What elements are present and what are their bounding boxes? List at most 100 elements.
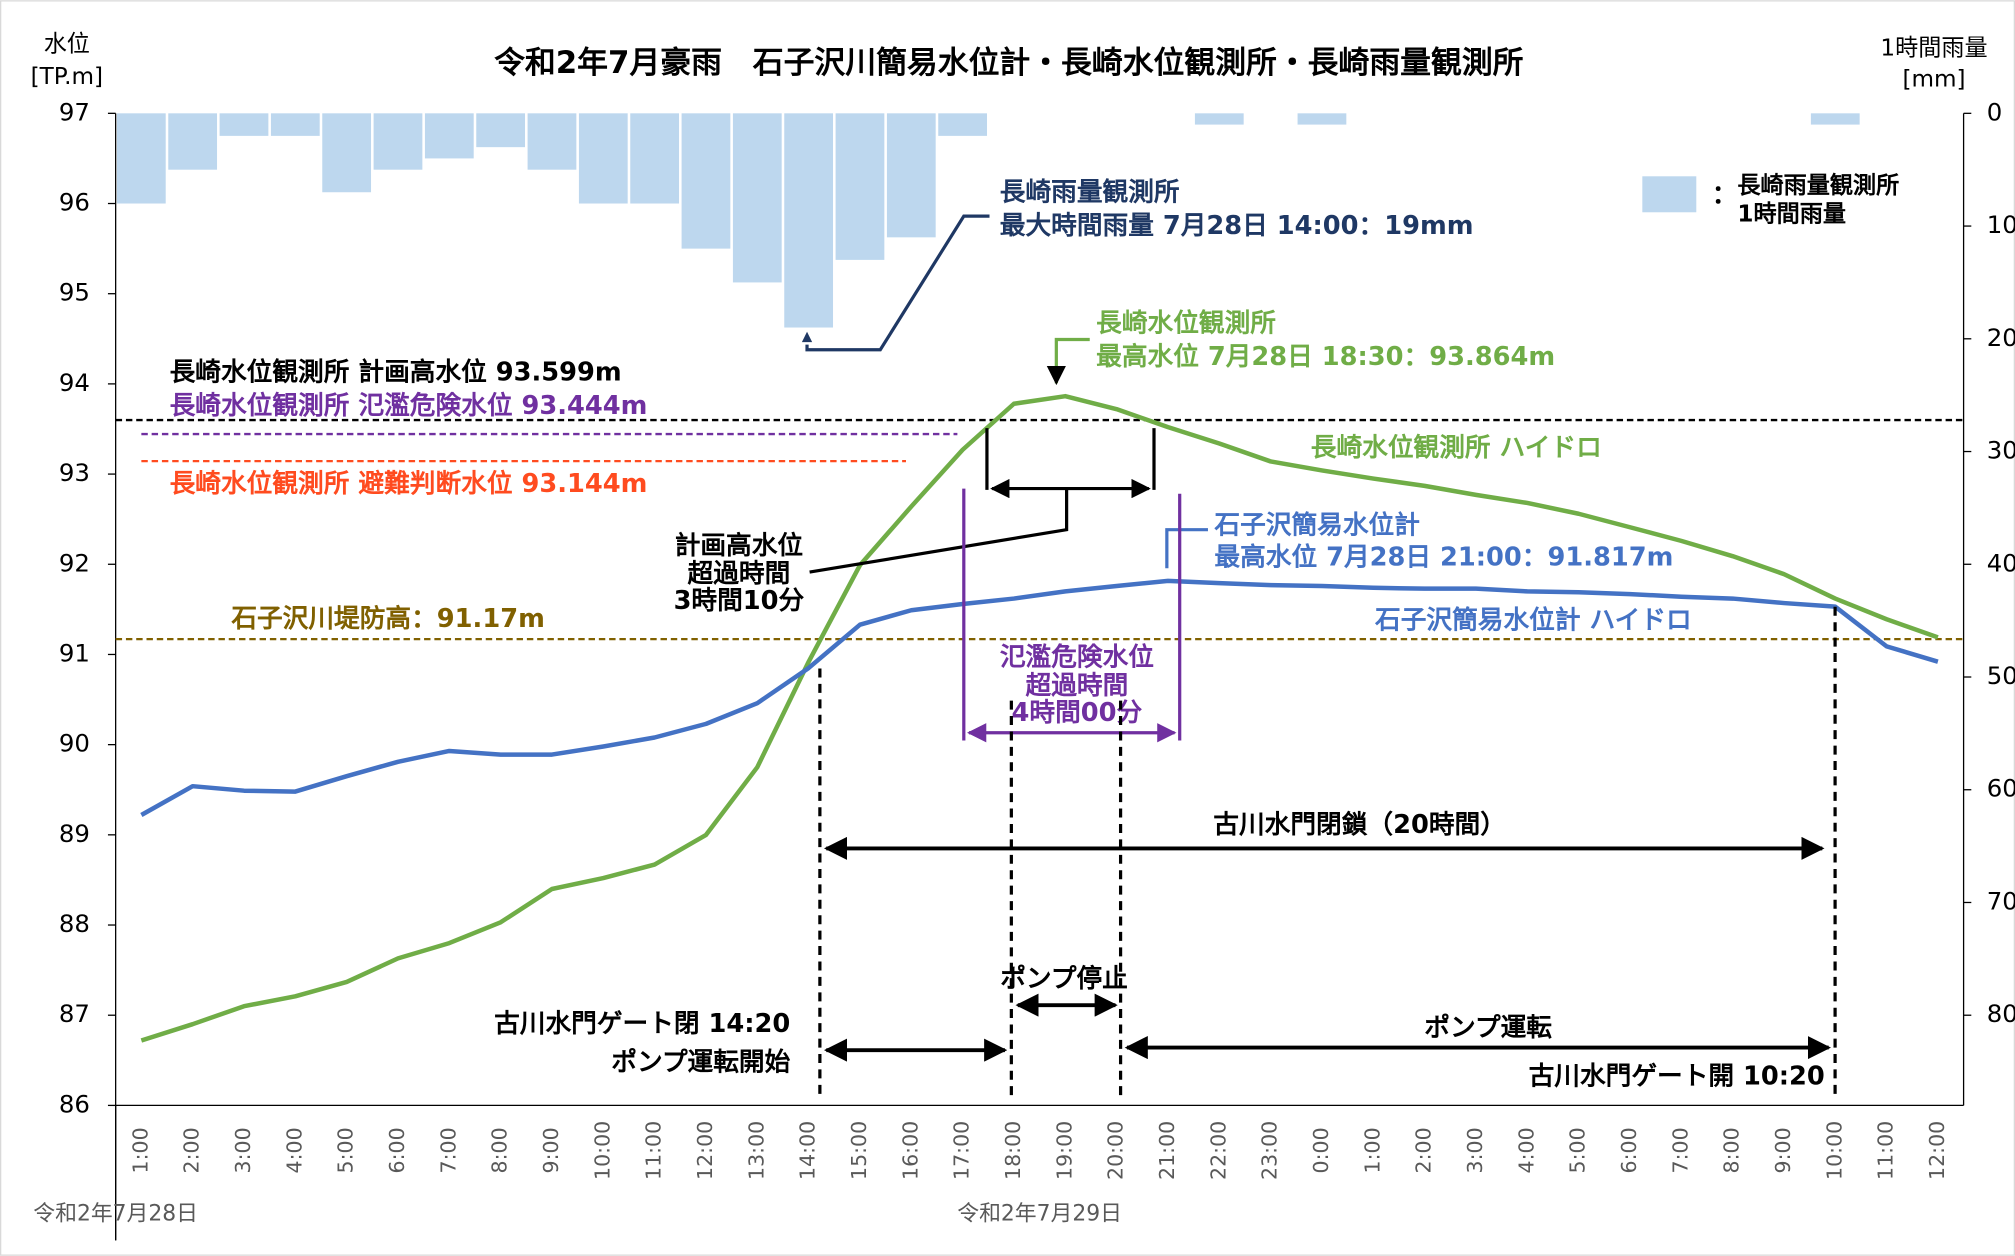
y-label: [TP.m] (31, 64, 103, 90)
rain-bar (732, 113, 782, 283)
annotation: 長崎雨量観測所 (1000, 177, 1180, 208)
y2-tick-label: 80 (1987, 999, 2015, 1028)
annotation: 3時間10分 (674, 586, 805, 616)
date-label: 令和2年7月29日 (957, 1202, 1122, 1227)
x-tick-label: 4:00 (1514, 1127, 1538, 1173)
annotation: 4時間00分 (1012, 698, 1143, 728)
leader (1046, 337, 1090, 386)
y-tick-label: 92 (59, 548, 90, 577)
x-tick-label: 5:00 (1566, 1127, 1590, 1173)
annotation: 最大時間雨量 7月28日 14:00：19mm (1000, 211, 1474, 241)
rain-bar (1297, 113, 1347, 125)
rain-bar (168, 113, 218, 170)
arrow-head (801, 331, 813, 343)
annotation: 氾濫危険水位 (1000, 642, 1154, 673)
annotation: 古川水門ゲート開 10:20 (1529, 1062, 1825, 1092)
x-tick-label: 18:00 (1001, 1121, 1025, 1180)
y-tick-label: 88 (59, 909, 90, 938)
bracket (962, 488, 1182, 741)
annotation: 最高水位 7月28日 21:00：91.817m (1214, 541, 1673, 572)
x-tick-label: 16:00 (898, 1121, 922, 1180)
rain-bar (1194, 113, 1244, 125)
series-label: 石子沢簡易水位計 ハイドロ (1374, 604, 1692, 635)
x-tick-label: 10:00 (1822, 1121, 1846, 1180)
x-tick-label: 4:00 (282, 1127, 306, 1173)
y-tick-label: 90 (59, 729, 90, 758)
y-tick-label: 95 (59, 278, 90, 307)
x-tick-label: 0:00 (1309, 1127, 1333, 1173)
y-tick-label: 96 (59, 188, 90, 217)
y-label: 水位 (44, 32, 90, 58)
rain-bar (938, 113, 988, 136)
x-tick-label: 22:00 (1206, 1121, 1230, 1180)
leader (805, 214, 990, 352)
x-tick-label: 12:00 (1925, 1121, 1949, 1180)
y-tick-label: 87 (59, 999, 90, 1028)
rain-bar (116, 113, 166, 204)
reference-label: 長崎水位観測所 計画高水位 93.599m (170, 356, 622, 387)
x-tick-label: 19:00 (1052, 1121, 1076, 1180)
time-line (818, 606, 1837, 1099)
rain-bar (835, 113, 885, 260)
annotation: ポンプ停止 (1000, 963, 1128, 994)
x-tick-label: 6:00 (1617, 1127, 1641, 1173)
x-tick-label: 2:00 (1412, 1127, 1436, 1173)
leader (809, 488, 1069, 574)
x-tick-label: 14:00 (796, 1121, 820, 1180)
rain-bar (219, 113, 269, 136)
annotation: 最高水位 7月28日 18:30：93.864m (1096, 341, 1555, 372)
x-tick-label: 20:00 (1104, 1121, 1128, 1180)
y2-label: 1時間雨量 (1880, 36, 1987, 62)
x-tick-label: 21:00 (1155, 1121, 1179, 1180)
x-tick-label: 23:00 (1258, 1121, 1282, 1180)
annotation: 長崎水位観測所 (1096, 308, 1276, 339)
x-tick-label: 11:00 (642, 1121, 666, 1180)
leader (1165, 528, 1208, 569)
x-tick-label: 15:00 (847, 1121, 871, 1180)
y2-tick-label: 10 (1987, 210, 2015, 239)
y2-tick-label: 60 (1987, 774, 2015, 803)
x-tick-label: 17:00 (950, 1121, 974, 1180)
annotation: 超過時間 (1026, 671, 1129, 701)
x-tick-label: 8:00 (488, 1127, 512, 1173)
line-series (140, 393, 1939, 1043)
rain-bar (578, 113, 628, 204)
y-tick-label: 86 (59, 1089, 90, 1118)
rain-bar (270, 113, 320, 136)
x-tick-label: 10:00 (590, 1121, 614, 1180)
chart-title: 令和2年7月豪雨 石子沢川簡易水位計・長崎水位観測所・長崎雨量観測所 (494, 45, 1524, 81)
plot: 86 87 88 89 90 91 92 93 94 95 96 97 0 10 20 30 40 50 60 70 8… (33, 97, 2015, 1241)
series-label: 長崎水位観測所 ハイドロ (1311, 432, 1602, 463)
legend-label: 1時間雨量 (1737, 201, 1846, 227)
rain-bar (424, 113, 474, 159)
annotations (801, 214, 1837, 1099)
annotation: 計画高水位 (675, 530, 803, 561)
rain-bar (784, 113, 834, 328)
x-tick-label: 7:00 (1668, 1127, 1692, 1173)
y-tick-label: 91 (59, 638, 90, 667)
x-tick-label: 3:00 (231, 1127, 255, 1173)
annotation: 古川水門閉鎖（20時間） (1213, 809, 1506, 840)
legend-swatch (1642, 176, 1697, 213)
x-tick-label: 7:00 (436, 1127, 460, 1173)
x-tick-label: 2:00 (180, 1127, 204, 1173)
y-tick-label: 89 (59, 819, 90, 848)
x-tick-label: 6:00 (385, 1127, 409, 1173)
annotation: ポンプ運転 (1424, 1012, 1552, 1043)
annotation: ポンプ運転開始 (611, 1046, 790, 1077)
y2-tick-label: 40 (1987, 548, 2015, 577)
y2-tick-label: 30 (1987, 436, 2015, 465)
y2-tick-label: 70 (1987, 886, 2015, 915)
reference-label: 長崎水位観測所 避難判断水位 93.144m (170, 468, 648, 499)
y2-label: [mm] (1902, 66, 1965, 92)
bracket (985, 428, 1156, 490)
rain-bar (476, 113, 526, 148)
annotation: 超過時間 (688, 559, 791, 589)
rain-bar (322, 113, 372, 193)
y-tick-label: 97 (59, 97, 90, 126)
x-tick-label: 13:00 (744, 1121, 768, 1180)
x-tick-label: 1:00 (1360, 1127, 1384, 1173)
reference-label: 石子沢川堤防高：91.17m (230, 603, 545, 634)
